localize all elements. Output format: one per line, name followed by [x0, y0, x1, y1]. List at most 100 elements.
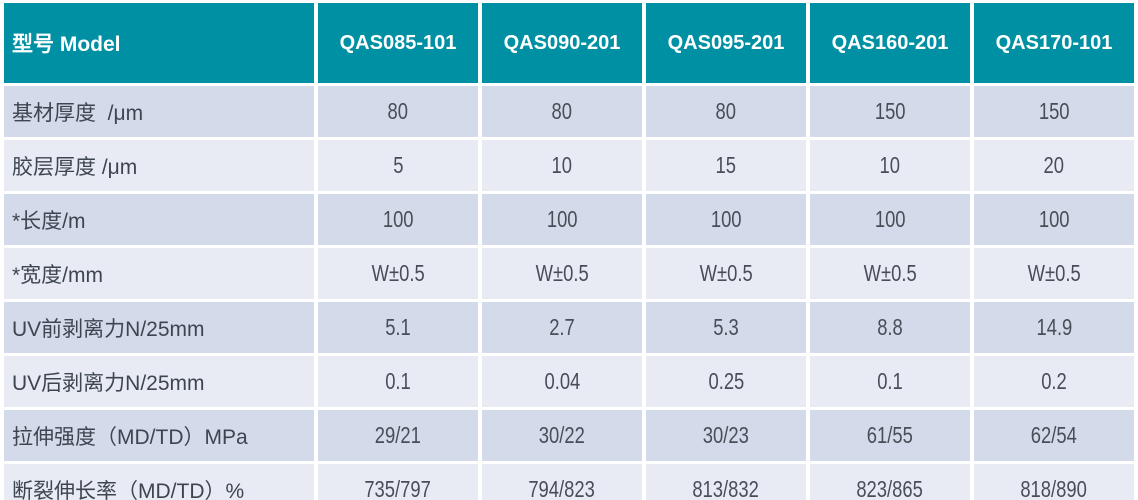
- table-row-peel-force-after-uv: UV后剥离力N/25mm 0.1 0.04 0.25 0.1 0.2: [4, 356, 1134, 407]
- value-cell: 62/54: [974, 410, 1134, 461]
- value-cell: 794/823: [482, 464, 642, 500]
- value-text: 100: [710, 206, 742, 232]
- value-cell: 150: [810, 86, 970, 137]
- value-cell: 100: [810, 194, 970, 245]
- row-label-cell: *宽度/mm: [4, 248, 314, 299]
- value-text: 0.25: [708, 368, 744, 394]
- row-label-cell: UV后剥离力N/25mm: [4, 356, 314, 407]
- value-cell: W±0.5: [646, 248, 806, 299]
- value-text: 5.1: [385, 314, 411, 340]
- value-text: 100: [1038, 206, 1070, 232]
- value-cell: 100: [482, 194, 642, 245]
- row-label-cell: 拉伸强度（MD/TD）MPa: [4, 410, 314, 461]
- value-cell: 10: [810, 140, 970, 191]
- value-cell: 100: [646, 194, 806, 245]
- value-cell: 813/832: [646, 464, 806, 500]
- value-cell: W±0.5: [974, 248, 1134, 299]
- value-text: 29/21: [374, 422, 422, 448]
- column-header-qas085-101: QAS085-101: [318, 3, 478, 83]
- value-text: W±0.5: [371, 260, 425, 286]
- value-cell: 0.25: [646, 356, 806, 407]
- value-text: W±0.5: [699, 260, 753, 286]
- table-row-length: *长度/m 100 100 100 100 100: [4, 194, 1134, 245]
- row-label-cell: 基材厚度 /μm: [4, 86, 314, 137]
- value-text: 80: [551, 98, 573, 124]
- value-text: 14.9: [1036, 314, 1072, 340]
- value-text: W±0.5: [535, 260, 589, 286]
- value-text: 80: [387, 98, 409, 124]
- value-cell: 10: [482, 140, 642, 191]
- value-text: 100: [874, 206, 906, 232]
- value-text: 0.1: [877, 368, 903, 394]
- value-text: 5: [392, 152, 404, 178]
- value-cell: 15: [646, 140, 806, 191]
- value-cell: 100: [318, 194, 478, 245]
- value-cell: 735/797: [318, 464, 478, 500]
- value-text: 735/797: [364, 476, 432, 500]
- value-cell: 818/890: [974, 464, 1134, 500]
- row-label-cell: *长度/m: [4, 194, 314, 245]
- value-cell: 100: [974, 194, 1134, 245]
- value-text: 61/55: [866, 422, 914, 448]
- value-cell: W±0.5: [810, 248, 970, 299]
- row-label-cell: 断裂伸长率（MD/TD）%: [4, 464, 314, 500]
- table-row-elongation-at-break: 断裂伸长率（MD/TD）% 735/797 794/823 813/832 82…: [4, 464, 1134, 500]
- value-cell: 20: [974, 140, 1134, 191]
- value-text: 15: [715, 152, 737, 178]
- value-text: 813/832: [692, 476, 760, 500]
- value-cell: 5.3: [646, 302, 806, 353]
- value-cell: W±0.5: [318, 248, 478, 299]
- value-text: 80: [715, 98, 737, 124]
- value-cell: 80: [646, 86, 806, 137]
- value-cell: 80: [482, 86, 642, 137]
- value-text: 823/865: [856, 476, 924, 500]
- value-cell: 8.8: [810, 302, 970, 353]
- value-cell: 30/23: [646, 410, 806, 461]
- value-cell: 80: [318, 86, 478, 137]
- value-text: 20: [1043, 152, 1065, 178]
- table-row-adhesive-thickness: 胶层厚度 /μm 5 10 15 10 20: [4, 140, 1134, 191]
- column-header-qas095-201: QAS095-201: [646, 3, 806, 83]
- value-text: W±0.5: [1027, 260, 1081, 286]
- value-text: 150: [874, 98, 906, 124]
- value-text: 30/22: [538, 422, 586, 448]
- value-text: 62/54: [1030, 422, 1078, 448]
- value-text: 0.2: [1041, 368, 1067, 394]
- row-label-cell: 胶层厚度 /μm: [4, 140, 314, 191]
- value-text: 2.7: [549, 314, 575, 340]
- table-row-peel-force-before-uv: UV前剥离力N/25mm 5.1 2.7 5.3 8.8 14.9: [4, 302, 1134, 353]
- table-row-tensile-strength: 拉伸强度（MD/TD）MPa 29/21 30/22 30/23 61/55 6…: [4, 410, 1134, 461]
- value-cell: 61/55: [810, 410, 970, 461]
- value-text: 5.3: [713, 314, 739, 340]
- value-text: 818/890: [1020, 476, 1088, 500]
- value-text: 100: [546, 206, 578, 232]
- header-row: 型号 Model QAS085-101 QAS090-201 QAS095-20…: [4, 3, 1134, 83]
- column-header-qas160-201: QAS160-201: [810, 3, 970, 83]
- value-text: 10: [879, 152, 901, 178]
- value-cell: 0.2: [974, 356, 1134, 407]
- row-label-cell: UV前剥离力N/25mm: [4, 302, 314, 353]
- table-row-width: *宽度/mm W±0.5 W±0.5 W±0.5 W±0.5 W±0.5: [4, 248, 1134, 299]
- column-header-qas170-101: QAS170-101: [974, 3, 1134, 83]
- table-row-substrate-thickness: 基材厚度 /μm 80 80 80 150 150: [4, 86, 1134, 137]
- value-cell: 0.04: [482, 356, 642, 407]
- value-cell: W±0.5: [482, 248, 642, 299]
- value-cell: 0.1: [810, 356, 970, 407]
- column-header-qas090-201: QAS090-201: [482, 3, 642, 83]
- value-cell: 5.1: [318, 302, 478, 353]
- value-cell: 14.9: [974, 302, 1134, 353]
- value-text: 0.1: [385, 368, 411, 394]
- value-text: W±0.5: [863, 260, 917, 286]
- value-text: 150: [1038, 98, 1070, 124]
- value-cell: 2.7: [482, 302, 642, 353]
- value-text: 30/23: [702, 422, 750, 448]
- value-text: 10: [551, 152, 573, 178]
- value-cell: 0.1: [318, 356, 478, 407]
- value-text: 794/823: [528, 476, 596, 500]
- column-header-model-label: 型号 Model: [4, 3, 314, 83]
- value-cell: 150: [974, 86, 1134, 137]
- value-cell: 823/865: [810, 464, 970, 500]
- value-cell: 30/22: [482, 410, 642, 461]
